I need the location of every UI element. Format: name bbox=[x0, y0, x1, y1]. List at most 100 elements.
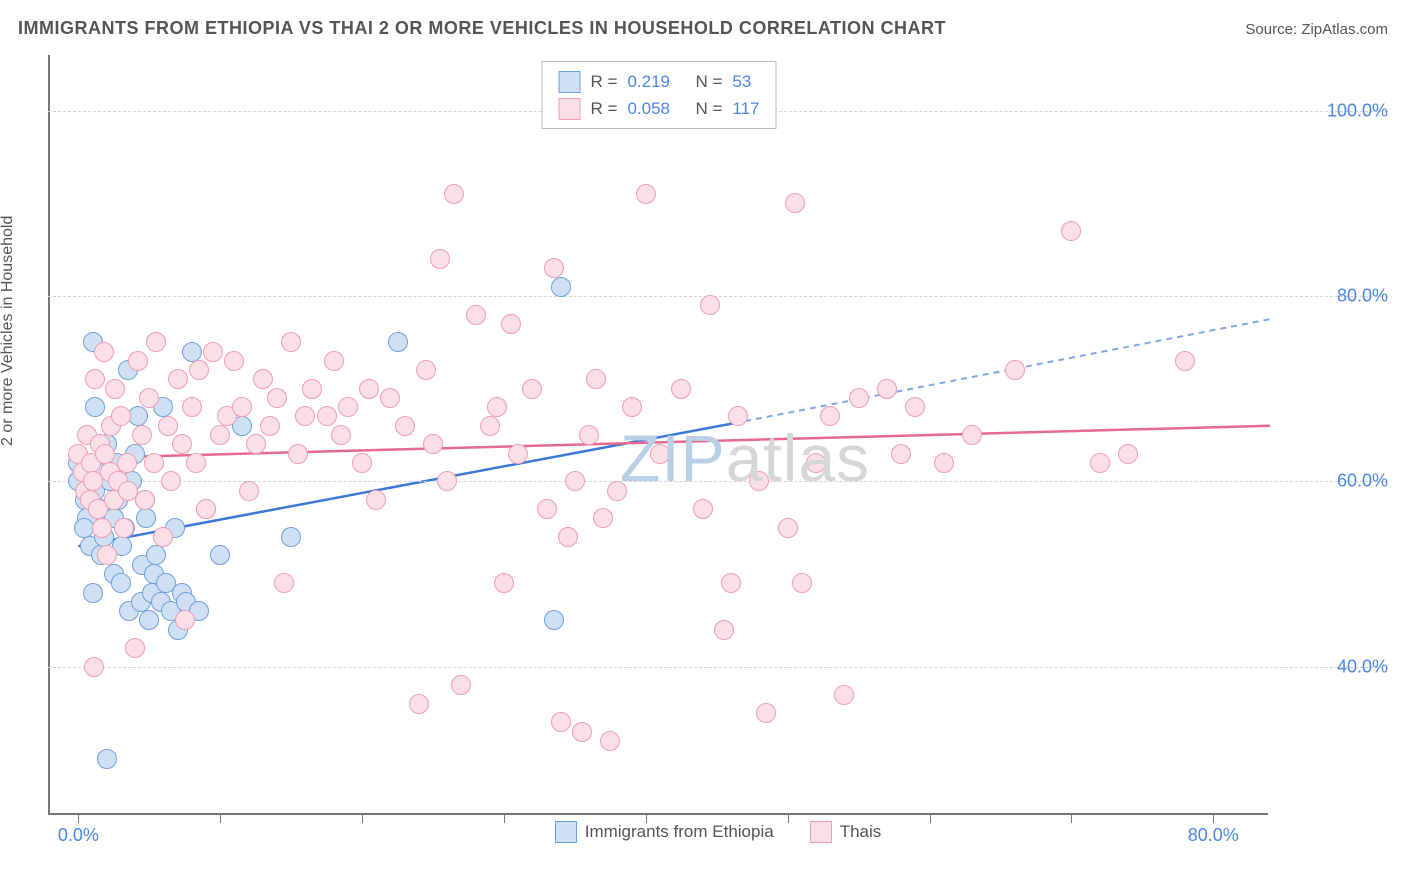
scatter-point-thai bbox=[128, 351, 148, 371]
scatter-point-thai bbox=[792, 573, 812, 593]
scatter-point-thai bbox=[877, 379, 897, 399]
scatter-point-thai bbox=[125, 638, 145, 658]
scatter-point-thai bbox=[146, 332, 166, 352]
scatter-point-thai bbox=[565, 471, 585, 491]
scatter-point-ethiopia bbox=[210, 545, 230, 565]
source-attribution: Source: ZipAtlas.com bbox=[1245, 21, 1388, 38]
chart-title: IMMIGRANTS FROM ETHIOPIA VS THAI 2 OR MO… bbox=[18, 18, 946, 39]
scatter-point-thai bbox=[111, 406, 131, 426]
scatter-point-thai bbox=[905, 397, 925, 417]
scatter-point-thai bbox=[494, 573, 514, 593]
legend-r-label: R = bbox=[591, 95, 618, 122]
gridline-h bbox=[48, 667, 1388, 668]
scatter-point-thai bbox=[324, 351, 344, 371]
scatter-point-thai bbox=[260, 416, 280, 436]
scatter-point-thai bbox=[239, 481, 259, 501]
scatter-point-ethiopia bbox=[544, 610, 564, 630]
y-tick-label: 60.0% bbox=[1278, 471, 1388, 492]
scatter-point-thai bbox=[522, 379, 542, 399]
scatter-point-thai bbox=[85, 369, 105, 389]
scatter-point-thai bbox=[551, 712, 571, 732]
scatter-point-thai bbox=[274, 573, 294, 593]
scatter-point-thai bbox=[1061, 221, 1081, 241]
scatter-point-thai bbox=[161, 471, 181, 491]
y-tick-label: 40.0% bbox=[1278, 656, 1388, 677]
scatter-point-ethiopia bbox=[74, 518, 94, 538]
scatter-point-thai bbox=[359, 379, 379, 399]
scatter-point-thai bbox=[636, 184, 656, 204]
scatter-point-ethiopia bbox=[139, 610, 159, 630]
scatter-point-thai bbox=[1175, 351, 1195, 371]
scatter-point-thai bbox=[416, 360, 436, 380]
scatter-point-thai bbox=[168, 369, 188, 389]
legend-r-label: R = bbox=[591, 68, 618, 95]
source-name: ZipAtlas.com bbox=[1301, 21, 1388, 38]
scatter-point-thai bbox=[92, 518, 112, 538]
scatter-point-thai bbox=[135, 490, 155, 510]
scatter-point-thai bbox=[558, 527, 578, 547]
scatter-point-ethiopia bbox=[551, 277, 571, 297]
y-tick-label: 100.0% bbox=[1278, 100, 1388, 121]
legend-swatch bbox=[559, 71, 581, 93]
scatter-point-thai bbox=[544, 258, 564, 278]
scatter-point-thai bbox=[352, 453, 372, 473]
scatter-point-thai bbox=[182, 397, 202, 417]
scatter-point-thai bbox=[714, 620, 734, 640]
scatter-point-thai bbox=[537, 499, 557, 519]
scatter-point-thai bbox=[172, 434, 192, 454]
scatter-point-thai bbox=[224, 351, 244, 371]
scatter-point-thai bbox=[721, 573, 741, 593]
watermark-zip: ZIP bbox=[620, 421, 726, 495]
scatter-point-thai bbox=[232, 397, 252, 417]
scatter-point-thai bbox=[451, 675, 471, 695]
scatter-point-thai bbox=[288, 444, 308, 464]
scatter-point-thai bbox=[253, 369, 273, 389]
scatter-point-thai bbox=[158, 416, 178, 436]
scatter-point-thai bbox=[196, 499, 216, 519]
scatter-point-thai bbox=[144, 453, 164, 473]
scatter-point-thai bbox=[756, 703, 776, 723]
scatter-point-thai bbox=[338, 397, 358, 417]
scatter-point-thai bbox=[281, 332, 301, 352]
scatter-point-thai bbox=[820, 406, 840, 426]
scatter-point-thai bbox=[210, 425, 230, 445]
scatter-point-thai bbox=[487, 397, 507, 417]
scatter-point-thai bbox=[466, 305, 486, 325]
scatter-point-thai bbox=[693, 499, 713, 519]
scatter-point-thai bbox=[622, 397, 642, 417]
chart-area: ZIPatlas R =0.219N =53R =0.058N =117 0.0… bbox=[48, 55, 1388, 845]
scatter-point-thai bbox=[962, 425, 982, 445]
scatter-point-thai bbox=[501, 314, 521, 334]
scatter-point-thai bbox=[409, 694, 429, 714]
legend-swatch bbox=[810, 821, 832, 843]
watermark-atlas: atlas bbox=[726, 421, 870, 495]
scatter-point-thai bbox=[785, 193, 805, 213]
scatter-point-thai bbox=[423, 434, 443, 454]
scatter-point-thai bbox=[1118, 444, 1138, 464]
scatter-point-thai bbox=[175, 610, 195, 630]
scatter-point-ethiopia bbox=[83, 583, 103, 603]
legend-r-value: 0.219 bbox=[627, 68, 685, 95]
scatter-point-thai bbox=[1090, 453, 1110, 473]
scatter-point-thai bbox=[84, 657, 104, 677]
scatter-point-thai bbox=[105, 379, 125, 399]
scatter-point-thai bbox=[302, 379, 322, 399]
scatter-point-thai bbox=[508, 444, 528, 464]
scatter-point-thai bbox=[132, 425, 152, 445]
scatter-point-thai bbox=[366, 490, 386, 510]
scatter-point-thai bbox=[806, 453, 826, 473]
scatter-point-thai bbox=[267, 388, 287, 408]
scatter-point-thai bbox=[749, 471, 769, 491]
scatter-point-thai bbox=[671, 379, 691, 399]
legend-series-label: Immigrants from Ethiopia bbox=[585, 822, 774, 842]
y-tick-label: 80.0% bbox=[1278, 285, 1388, 306]
scatter-point-thai bbox=[97, 545, 117, 565]
scatter-point-thai bbox=[728, 406, 748, 426]
source-prefix: Source: bbox=[1245, 21, 1301, 38]
scatter-point-ethiopia bbox=[128, 406, 148, 426]
legend-series: Immigrants from Ethiopia Thais bbox=[48, 821, 1388, 847]
legend-series-item: Thais bbox=[810, 821, 882, 843]
scatter-point-thai bbox=[203, 342, 223, 362]
scatter-point-ethiopia bbox=[388, 332, 408, 352]
legend-stat-row: R =0.058N =117 bbox=[559, 95, 760, 122]
